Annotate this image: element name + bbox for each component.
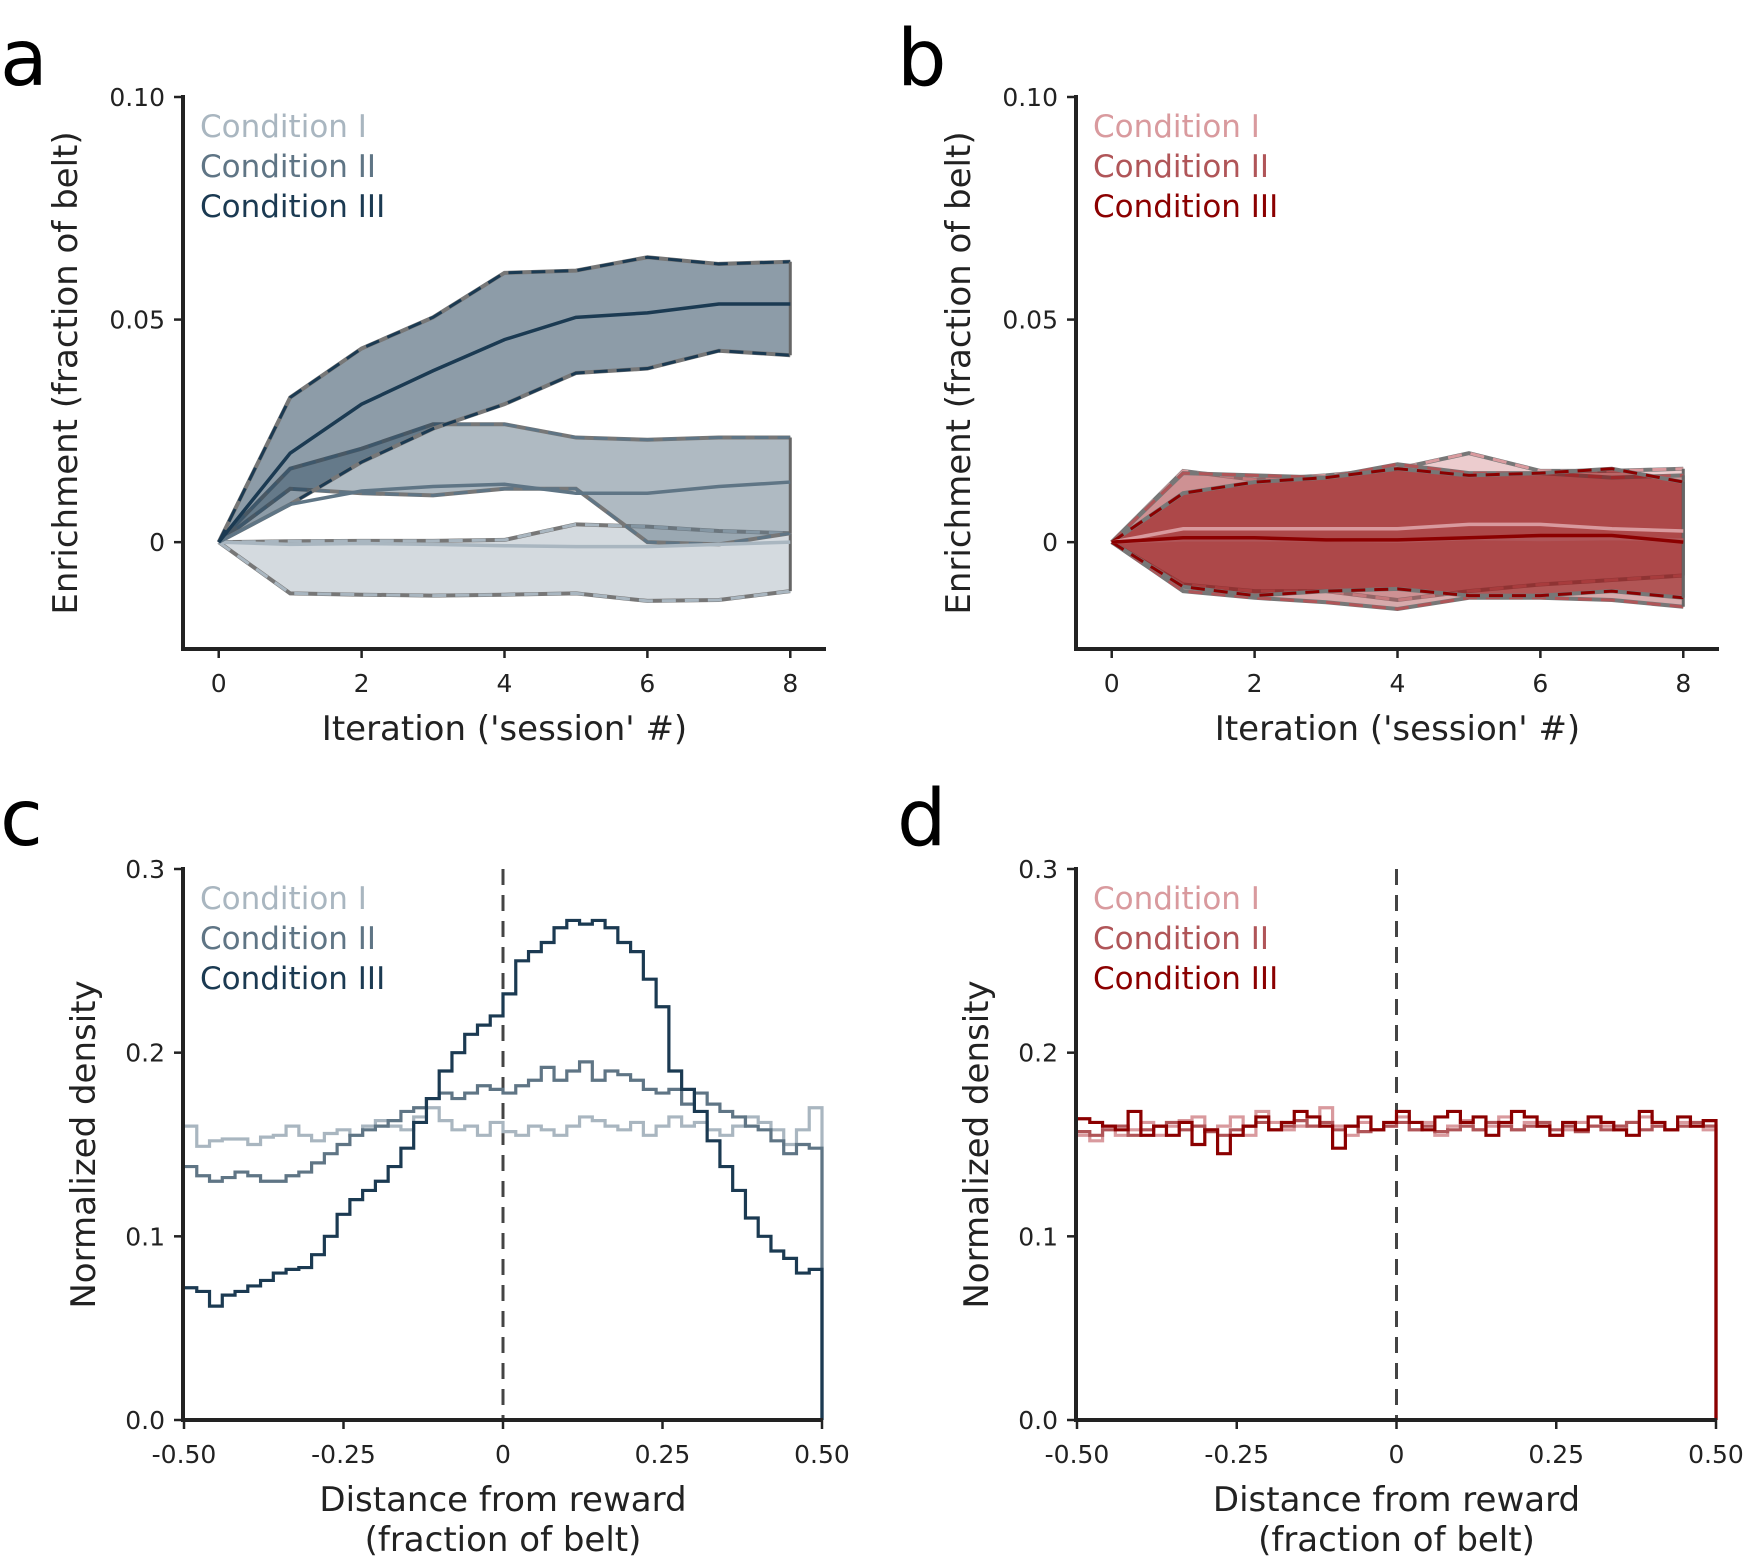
- x-tick-label: 8: [1675, 669, 1691, 698]
- y-axis-title: Enrichment (fraction of belt): [46, 131, 86, 614]
- y-tick-label: 0.3: [125, 855, 165, 884]
- legend-entry-2: Condition II: [1093, 921, 1269, 957]
- y-tick-label: 0.3: [1018, 855, 1058, 884]
- x-tick-label: -0.50: [152, 1440, 217, 1469]
- histogram-3: [184, 918, 824, 1420]
- x-tick-label: 0.50: [1688, 1440, 1744, 1469]
- histogram-3: [1077, 1109, 1718, 1420]
- x-tick-label: 0.50: [794, 1440, 850, 1469]
- mean-line-3: [217, 302, 791, 544]
- y-tick-label: 0: [1042, 528, 1058, 557]
- x-tick-label: 4: [497, 669, 513, 698]
- band-upper-dash-1: [218, 522, 791, 544]
- panel-d: d -0.50 -0.25 0 0.25 0.50 0.0 0.1 0.2 0.3 Distance…: [897, 774, 1744, 1560]
- legend-entry-2: Condition II: [200, 921, 376, 957]
- x-axis-title-line: Iteration ('session' #): [1215, 709, 1580, 749]
- legend-entry-2: Condition II: [200, 149, 376, 185]
- x-tick-label: 6: [1532, 669, 1548, 698]
- x-tick-label: 8: [782, 669, 798, 698]
- panel-b: b 0 2 4 6 8 0 0.05 0.10 Iteration ('session' #) En…: [897, 14, 1719, 749]
- legend-entry-3: Condition III: [1093, 189, 1278, 225]
- plot-area: [1110, 451, 1685, 611]
- x-axis-title-line: (fraction of belt): [1258, 1520, 1535, 1560]
- panel-c: c -0.50 -0.25 0 0.25 0.50 0.0 0.1 0.2 0.3 Distance…: [0, 774, 850, 1560]
- x-tick-label: 0.25: [1528, 1440, 1584, 1469]
- y-axis-title: Normalized density: [957, 980, 997, 1308]
- legend-entry-2: Condition II: [1093, 149, 1269, 185]
- y-tick-label: 0.05: [1002, 306, 1058, 335]
- x-tick-label: 0: [495, 1440, 511, 1469]
- band-lower-dash-3: [218, 349, 791, 544]
- panel-letter: d: [897, 774, 947, 864]
- y-tick-label: 0.2: [125, 1039, 165, 1068]
- x-axis-title: Distance from reward (fraction of belt): [1213, 1480, 1580, 1560]
- legend-entry-1: Condition I: [200, 109, 367, 145]
- mean-line-3: [1111, 533, 1684, 544]
- x-tick-label: -0.25: [311, 1440, 376, 1469]
- legend-entry-1: Condition I: [1093, 881, 1260, 917]
- plot-area: [184, 869, 824, 1420]
- band-lower-dash-3: [1110, 540, 1684, 600]
- panel-letter: c: [0, 774, 43, 864]
- x-tick-label: 0: [211, 669, 227, 698]
- x-axis-title-line: Distance from reward: [1213, 1480, 1580, 1520]
- mean-line-1: [218, 540, 791, 549]
- x-tick-label: -0.25: [1204, 1440, 1269, 1469]
- y-tick-label: 0.0: [125, 1406, 165, 1435]
- y-tick-label: 0.0: [1018, 1406, 1058, 1435]
- mean-line-1: [1111, 522, 1684, 544]
- x-tick-label: -0.50: [1045, 1440, 1110, 1469]
- band-lower-dash-1: [217, 540, 791, 603]
- band-3: [218, 257, 791, 543]
- x-tick-label: 4: [1390, 669, 1406, 698]
- legend-entry-1: Condition I: [200, 881, 367, 917]
- y-tick-label: 0: [149, 528, 165, 557]
- y-tick-label: 0.1: [1018, 1222, 1058, 1251]
- x-axis-title: Iteration ('session' #): [1215, 709, 1580, 749]
- legend-entry-3: Condition III: [1093, 961, 1278, 997]
- legend-entry-3: Condition III: [200, 189, 385, 225]
- x-axis-title-line: (fraction of belt): [365, 1520, 642, 1560]
- y-axis-title: Normalized density: [64, 980, 104, 1308]
- histogram-1: [184, 1106, 824, 1420]
- x-axis-title: Iteration ('session' #): [322, 709, 687, 749]
- legend-entry-3: Condition III: [200, 961, 385, 997]
- band-upper-dash-3: [217, 255, 791, 543]
- mean-line-2: [217, 480, 791, 544]
- y-tick-label: 0.2: [1018, 1039, 1058, 1068]
- x-axis-title-line: Iteration ('session' #): [322, 709, 687, 749]
- plot-area: [216, 255, 792, 603]
- panel-letter: b: [897, 14, 947, 104]
- plot-area: [1077, 869, 1718, 1420]
- x-tick-label: 2: [354, 669, 370, 698]
- x-tick-label: 0: [1104, 669, 1120, 698]
- x-tick-label: 0: [1389, 1440, 1405, 1469]
- y-tick-label: 0.1: [125, 1222, 165, 1251]
- y-tick-label: 0.10: [109, 83, 165, 112]
- legend-entry-1: Condition I: [1093, 109, 1260, 145]
- band-upper-dash-3: [1110, 467, 1684, 544]
- x-axis-title-line: Distance from reward: [319, 1480, 686, 1520]
- x-tick-label: 2: [1247, 669, 1263, 698]
- y-axis-title: Enrichment (fraction of belt): [939, 131, 979, 614]
- panel-a: a 0 2 4 6 8 0 0.05 0.10 Iteration ('session' #) En…: [0, 14, 826, 749]
- x-axis-title: Distance from reward (fraction of belt): [319, 1480, 686, 1560]
- y-tick-label: 0.10: [1002, 83, 1058, 112]
- y-tick-label: 0.05: [109, 306, 165, 335]
- band-3: [1111, 468, 1684, 598]
- panel-letter: a: [0, 14, 48, 104]
- band-lower-dash-2: [1110, 540, 1684, 611]
- x-tick-label: 6: [639, 669, 655, 698]
- histogram-2: [184, 1060, 824, 1420]
- x-tick-label: 0.25: [635, 1440, 691, 1469]
